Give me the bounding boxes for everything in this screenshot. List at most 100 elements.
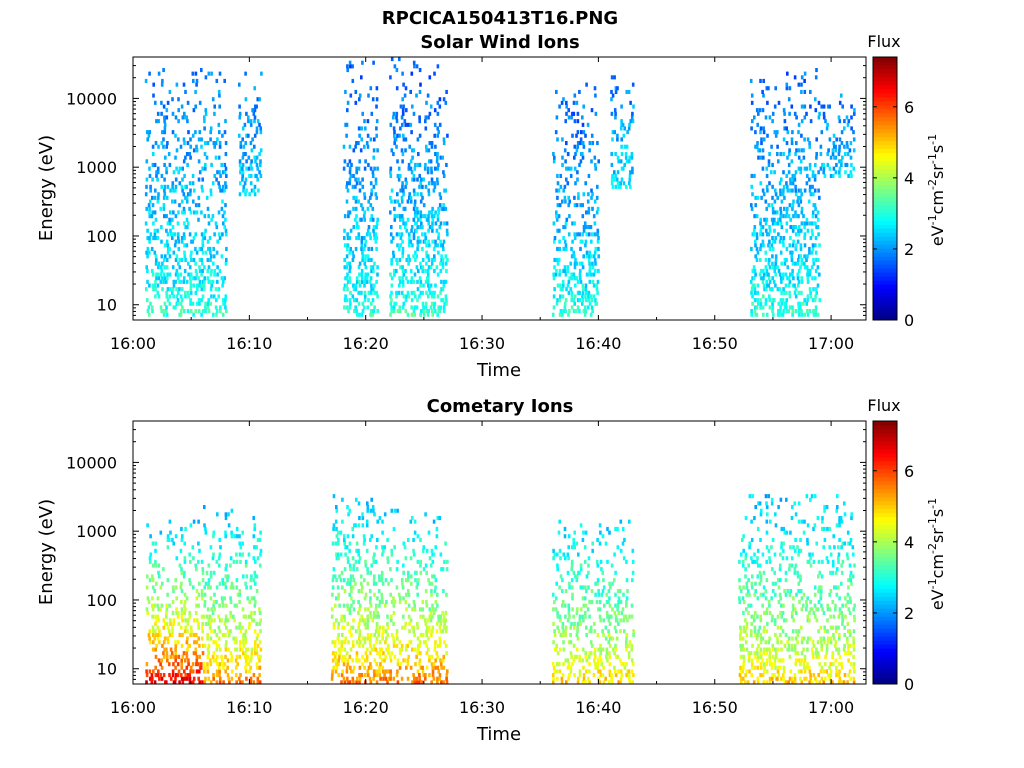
heatmap-cell xyxy=(808,552,811,557)
heatmap-cell xyxy=(739,632,742,637)
heatmap-cell xyxy=(762,276,765,281)
heatmap-cell xyxy=(160,111,163,116)
heatmap-cell xyxy=(382,629,385,634)
heatmap-cell xyxy=(390,548,393,553)
heatmap-cell xyxy=(571,276,574,281)
heatmap-cell xyxy=(238,104,241,109)
heatmap-cell xyxy=(559,184,563,189)
heatmap-cell xyxy=(758,625,762,630)
heatmap-cell xyxy=(249,658,253,663)
heatmap-cell xyxy=(189,210,193,215)
heatmap-cell xyxy=(398,246,401,251)
heatmap-cell xyxy=(174,184,178,189)
heatmap-cell xyxy=(154,294,157,299)
heatmap-cell xyxy=(209,250,212,255)
heatmap-cell xyxy=(605,610,609,615)
heatmap-cell xyxy=(751,665,754,670)
heatmap-cell xyxy=(347,512,350,517)
heatmap-cell xyxy=(791,250,794,255)
heatmap-cell xyxy=(845,141,849,146)
heatmap-cell xyxy=(594,261,597,266)
heatmap-cell xyxy=(756,250,760,255)
heatmap-cell xyxy=(427,647,430,652)
heatmap-cell xyxy=(233,534,236,539)
heatmap-cell xyxy=(258,680,262,685)
heatmap-cell xyxy=(337,592,340,597)
heatmap-cell xyxy=(210,268,213,273)
heatmap-cell xyxy=(153,162,157,167)
heatmap-cell xyxy=(422,673,426,678)
heatmap-cell xyxy=(794,651,798,656)
heatmap-cell xyxy=(206,257,210,262)
heatmap-cell xyxy=(418,184,421,189)
heatmap-cell xyxy=(408,243,411,248)
heatmap-cell xyxy=(182,192,186,197)
heatmap-cell xyxy=(761,294,765,299)
heatmap-cell xyxy=(355,309,358,314)
heatmap-cell xyxy=(182,82,186,87)
heatmap-cell xyxy=(444,610,448,615)
heatmap-cell xyxy=(389,75,392,80)
heatmap-cell xyxy=(832,144,836,149)
heatmap-cell xyxy=(393,64,397,69)
heatmap-cell xyxy=(203,279,206,284)
heatmap-cell xyxy=(758,272,762,277)
heatmap-cell xyxy=(146,279,149,284)
heatmap-cell xyxy=(551,673,555,678)
heatmap-cell xyxy=(204,676,207,681)
heatmap-cell xyxy=(413,607,417,612)
heatmap-cell xyxy=(163,177,166,182)
heatmap-cell xyxy=(817,600,821,605)
heatmap-cell xyxy=(425,651,429,656)
heatmap-cell xyxy=(258,563,262,568)
heatmap-cell xyxy=(369,166,373,171)
heatmap-cell xyxy=(168,618,172,623)
heatmap-cell xyxy=(564,243,568,248)
heatmap-cell xyxy=(778,592,782,597)
heatmap-cell xyxy=(431,665,435,670)
heatmap-cell xyxy=(401,184,404,189)
heatmap-cell xyxy=(811,243,815,248)
heatmap-cell xyxy=(179,309,183,314)
heatmap-cell xyxy=(404,309,408,314)
heatmap-cell xyxy=(239,559,242,564)
heatmap-cell xyxy=(395,290,398,295)
heatmap-cell xyxy=(771,673,774,678)
heatmap-cell xyxy=(192,651,196,656)
heatmap-cell xyxy=(425,625,429,630)
heatmap-cell xyxy=(186,162,189,167)
heatmap-cell xyxy=(586,607,590,612)
heatmap-cell xyxy=(408,239,411,244)
heatmap-cell xyxy=(575,203,579,208)
heatmap-cell xyxy=(189,254,193,259)
heatmap-cell xyxy=(407,254,410,259)
heatmap-cell xyxy=(445,228,449,233)
heatmap-cell xyxy=(165,279,168,284)
heatmap-cell xyxy=(405,592,408,597)
heatmap-cell xyxy=(770,170,773,175)
heatmap-cell xyxy=(594,111,598,116)
heatmap-cell xyxy=(614,629,618,634)
heatmap-cell xyxy=(572,658,576,663)
heatmap-cell xyxy=(837,673,841,678)
heatmap-cell xyxy=(399,236,403,241)
heatmap-cell xyxy=(380,647,383,652)
heatmap-cell xyxy=(805,265,809,270)
heatmap-cell xyxy=(175,301,179,306)
heatmap-cell xyxy=(623,162,626,167)
heatmap-cell xyxy=(389,272,392,277)
heatmap-cell xyxy=(237,676,241,681)
heatmap-cell xyxy=(400,676,404,681)
heatmap-cell xyxy=(233,640,237,645)
heatmap-cell xyxy=(206,636,209,641)
heatmap-cell xyxy=(561,632,565,637)
heatmap-cell xyxy=(337,596,340,601)
heatmap-cell xyxy=(833,585,836,590)
heatmap-cell xyxy=(818,298,822,303)
heatmap-cell xyxy=(812,309,815,314)
heatmap-cell xyxy=(754,505,757,510)
heatmap-cell xyxy=(552,272,555,277)
heatmap-cell xyxy=(800,279,804,284)
heatmap-cell xyxy=(404,221,408,226)
heatmap-cell xyxy=(625,596,629,601)
